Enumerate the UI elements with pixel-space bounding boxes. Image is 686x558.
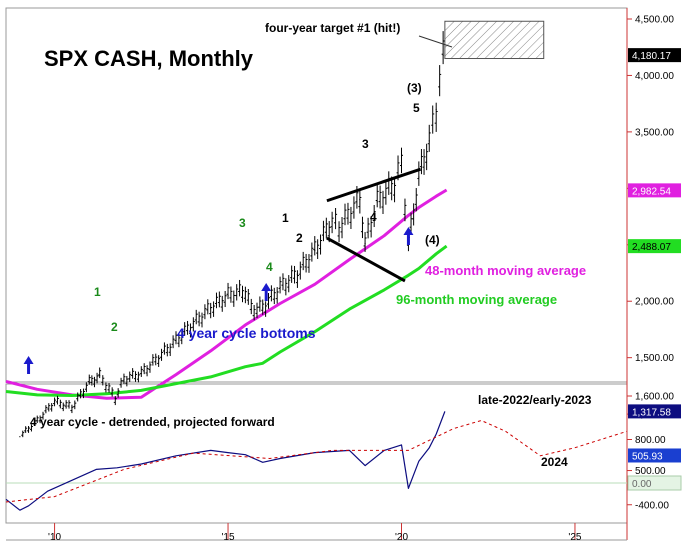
price-point (244, 290, 246, 292)
price-point (400, 161, 403, 163)
wave-label-black: (3) (407, 81, 422, 95)
price-tag: 1,317.58 (628, 404, 681, 419)
cycle-peak-label: late-2022/early-2023 (478, 393, 592, 407)
price-tag-label: 0.00 (632, 479, 652, 490)
wave-label-green: 1 (94, 285, 101, 299)
price-point (210, 307, 212, 309)
price-point (114, 397, 116, 399)
price-tag: 2,488.07 (628, 239, 681, 254)
y-tick-label: 500.00 (635, 466, 666, 477)
price-tag-label: 4,180.17 (632, 51, 671, 62)
wave-label-green: 3 (239, 216, 246, 230)
y-tick-label: 3,500.00 (635, 127, 674, 138)
price-tag-box (628, 183, 681, 198)
y-tick-label: 2,000.00 (635, 297, 674, 308)
arrow-head (23, 356, 34, 364)
price-point (192, 323, 194, 325)
price-point (158, 357, 160, 359)
price-point (19, 436, 21, 438)
price-tag-label: 2,488.07 (632, 242, 671, 253)
price-point (359, 199, 361, 201)
wave-label-black: 1 (282, 211, 289, 225)
ma48-line (5, 188, 448, 400)
ma48-label: 48-month moving average (425, 263, 586, 278)
ma96-label: 96-month moving average (396, 292, 557, 307)
cycle-bottom-arrow-icon (403, 227, 414, 245)
price-tag-box (627, 475, 682, 491)
price-tag: 4,180.17 (628, 48, 681, 63)
wave-label-black: 3 (362, 137, 369, 151)
price-point (376, 201, 378, 203)
trendline (326, 167, 422, 203)
y-tick-label: 4,500.00 (635, 15, 674, 26)
price-point (331, 220, 333, 222)
projected-cycle-line (5, 420, 628, 503)
y-tick-label: 4,000.00 (635, 71, 674, 82)
wave-label-green: 2 (111, 320, 118, 334)
y-tick-label: 1,600.00 (635, 392, 674, 403)
y-tick-label: 1,500.00 (635, 353, 674, 364)
price-tag-label: 2,982.54 (632, 186, 671, 197)
price-tag-box (628, 48, 681, 63)
target-label: four-year target #1 (hit!) (265, 21, 400, 35)
price-tag-label: 505.93 (632, 451, 663, 462)
trendline (326, 236, 406, 283)
price-point (36, 420, 38, 422)
x-tick-label: '10 (48, 532, 61, 543)
wave-label-black: 2 (296, 231, 303, 245)
price-point (99, 375, 101, 377)
target-box (444, 20, 545, 60)
ma96-line (5, 244, 448, 397)
x-tick-label: '20 (395, 532, 408, 543)
price-tag-label: 1,317.58 (632, 407, 671, 418)
arrow-head (261, 283, 272, 291)
price-point (262, 307, 264, 309)
price-point (250, 308, 252, 310)
price-point (53, 401, 56, 403)
price-tag-box (628, 239, 681, 254)
price-point (314, 249, 316, 252)
price-point (140, 372, 142, 375)
cycle-bottom-arrow-icon (261, 283, 272, 301)
chart-title: SPX CASH, Monthly (44, 46, 254, 71)
price-point (71, 406, 73, 408)
price-tag: 2,982.54 (628, 183, 681, 198)
cycle-bottoms-label: 4 year cycle bottoms (177, 325, 316, 341)
wave-label-black: (4) (425, 233, 440, 247)
price-point (338, 227, 340, 229)
price-point (442, 54, 444, 56)
y-tick-label: -400.00 (635, 500, 669, 511)
price-point (227, 294, 229, 297)
y-tick-label: 800.00 (635, 435, 666, 446)
price-point (393, 183, 396, 185)
price-tag-box (628, 448, 681, 463)
wave-label-black: 5 (413, 101, 420, 115)
cycle-low-label: 2024 (541, 455, 568, 469)
target-pointer (418, 35, 453, 48)
bottom-panel-title: 4 year cycle - detrended, projected forw… (30, 415, 275, 429)
x-tick-label: '25 (568, 532, 581, 543)
x-tick-label: '15 (222, 532, 235, 543)
price-tag: 505.93 (628, 448, 681, 463)
wave-label-black: 4 (370, 210, 377, 224)
price-point (428, 140, 430, 142)
price-point (435, 108, 437, 110)
detrended-cycle-line (5, 411, 446, 511)
cycle-bottom-arrow-icon (23, 356, 34, 374)
price-point (123, 378, 125, 380)
wave-label-green: 4 (266, 260, 273, 274)
price-tag: 0.00 (627, 475, 682, 491)
price-point (296, 273, 299, 275)
price-point (279, 287, 281, 289)
arrow-head (403, 227, 414, 235)
price-point (364, 243, 366, 245)
price-tag-box (628, 404, 681, 419)
price-point (88, 381, 90, 384)
price-point (418, 176, 420, 178)
price-point (175, 340, 177, 342)
